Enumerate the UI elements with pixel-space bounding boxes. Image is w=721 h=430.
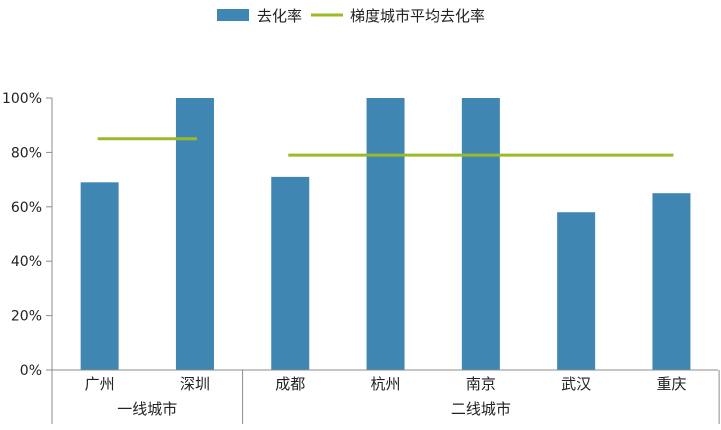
y-tick-label: 100% [2,91,42,107]
y-tick-label: 0% [20,363,42,379]
average-lines [97,137,674,157]
x-tick-label: 杭州 [371,375,401,393]
y-tick-label: 60% [11,200,42,216]
bars [80,98,691,370]
x-tick-label: 武汉 [561,375,591,393]
legend-label-bar: 去化率 [257,7,302,25]
bar-重庆 [652,193,691,370]
y-tick-label: 80% [11,145,42,161]
bar-南京 [461,98,500,370]
bar-广州 [80,182,119,370]
x-tick-label: 南京 [466,375,496,393]
x-tick-label: 成都 [275,375,305,393]
y-tick-label: 40% [11,254,42,270]
y-tick-label: 20% [11,309,42,325]
bar-成都 [271,176,310,370]
legend-label-line: 梯度城市平均去化率 [350,7,485,25]
group-label: 一线城市 [117,400,177,418]
y-axis: 0% 20% 40% 60% 80% 100% [2,91,53,379]
group-label: 二线城市 [451,400,511,418]
legend-swatch-bar [217,9,249,21]
x-tick-label: 广州 [85,375,115,393]
legend: 去化率 梯度城市平均去化率 [217,7,485,25]
bar-武汉 [557,212,596,370]
bar-深圳 [175,98,214,370]
x-tick-label: 深圳 [180,375,210,393]
bar-杭州 [366,98,405,370]
x-tick-label: 重庆 [656,375,686,393]
